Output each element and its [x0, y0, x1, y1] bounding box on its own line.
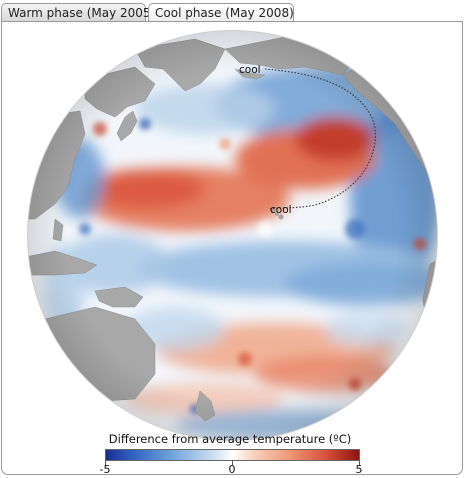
tab-bar: Warm phase (May 2005) Cool phase (May 20…	[0, 0, 465, 22]
pacific-temperature-map: cool cool	[25, 29, 440, 442]
legend-tick-max	[359, 461, 360, 465]
annotation-cool-east: cool	[270, 204, 292, 216]
annotation-cool-north: cool	[239, 64, 261, 76]
tab-cool-phase[interactable]: Cool phase (May 2008)	[148, 3, 294, 22]
legend-title: Difference from average temperature (ºC)	[108, 432, 352, 446]
globe-map: cool cool	[27, 30, 438, 441]
legend-tick-min	[105, 461, 106, 465]
globe-shading	[27, 30, 438, 441]
legend-label-mid: 0	[228, 463, 236, 476]
tab-warm-phase[interactable]: Warm phase (May 2005)	[1, 3, 155, 22]
legend-label-max: 5	[355, 463, 363, 476]
globe-outline	[27, 30, 438, 441]
legend-label-min: -5	[99, 463, 111, 476]
legend-tick-mid	[232, 461, 233, 465]
color-scale-bar	[105, 449, 360, 461]
